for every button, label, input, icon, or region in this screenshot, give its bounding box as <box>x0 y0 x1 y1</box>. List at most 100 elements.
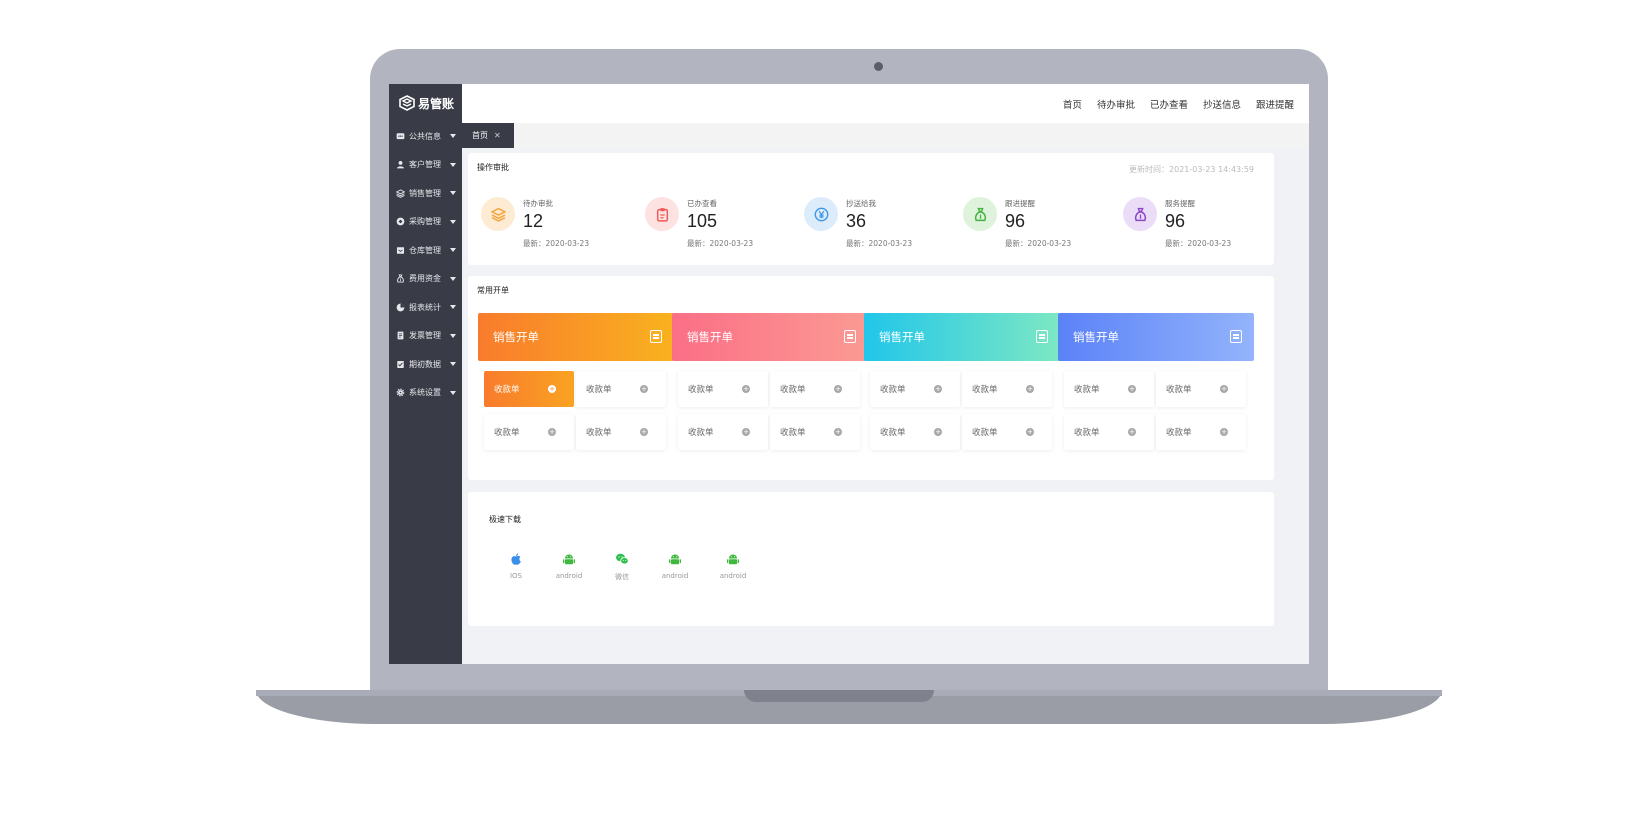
plus-icon[interactable]: + <box>742 428 750 436</box>
receipt-chip[interactable]: 收款单 + <box>962 414 1052 450</box>
approval-card: 操作审批 更新时间：2021-03-23 14:43:59 待办审批 12 最新：2… <box>468 153 1274 265</box>
receipt-chip[interactable]: 收款单 + <box>1064 371 1154 407</box>
plus-icon[interactable]: + <box>834 428 842 436</box>
app-name: 易管账 <box>418 96 455 111</box>
chevron-down-icon[interactable] <box>450 362 456 367</box>
plus-icon[interactable]: + <box>834 385 842 393</box>
receipt-chip[interactable]: 收款单 + <box>484 414 574 450</box>
topnav-follow-up[interactable]: 跟进提醒 <box>1255 99 1294 111</box>
receipt-chip-label: 收款单 <box>494 428 520 438</box>
sidebar-item-label: 客户管理 <box>409 160 441 170</box>
apple-icon <box>491 550 541 568</box>
sidebar-item-7[interactable]: 发票管理 <box>389 322 462 351</box>
sidebar-item-6[interactable]: 报表统计 <box>389 293 462 322</box>
sidebar-item-0[interactable]: 公共信息 <box>389 122 462 151</box>
chevron-down-icon[interactable] <box>450 390 456 395</box>
sidebar-item-4[interactable]: 仓库管理 <box>389 236 462 265</box>
stat-label: 待办审批 <box>523 199 553 208</box>
stat-item[interactable]: 抄送给我 36 最新：2020-03-23 <box>804 195 954 255</box>
plus-icon[interactable]: + <box>1026 385 1034 393</box>
receipt-chip[interactable]: 收款单 + <box>484 371 574 407</box>
download-label: IOS <box>509 572 523 580</box>
chevron-down-icon[interactable] <box>450 276 456 281</box>
update-time: 更新时间：2021-03-23 14:43:59 <box>1129 165 1254 174</box>
sidebar-item-9[interactable]: 系统设置 <box>389 379 462 408</box>
plus-icon[interactable]: + <box>1128 385 1136 393</box>
quick-order-button[interactable]: 销售开单 <box>1058 313 1254 361</box>
chevron-down-icon[interactable] <box>450 333 456 338</box>
download-label: android <box>719 572 747 580</box>
plus-icon[interactable]: + <box>640 385 648 393</box>
chevron-down-icon[interactable] <box>450 248 456 253</box>
chevron-down-icon[interactable] <box>450 162 456 167</box>
download-card: 极速下载 IOS android 微信 android android <box>468 492 1274 626</box>
plus-icon[interactable]: + <box>934 428 942 436</box>
topnav-home[interactable]: 首页 <box>1062 99 1082 111</box>
chevron-down-icon[interactable] <box>450 305 456 310</box>
stat-item[interactable]: 跟进提醒 96 最新：2020-03-23 <box>963 195 1113 255</box>
sidebar-item-5[interactable]: 费用资金 <box>389 265 462 294</box>
sidebar-item-label: 报表统计 <box>409 302 441 312</box>
receipt-chip[interactable]: 收款单 + <box>1156 371 1246 407</box>
money-bag-icon <box>1123 197 1157 231</box>
plus-icon[interactable]: + <box>548 385 556 393</box>
receipt-chip-label: 收款单 <box>1074 428 1100 438</box>
sidebar-menu: 公共信息客户管理销售管理采购管理仓库管理费用资金报表统计发票管理期初数据系统设置 <box>389 122 462 407</box>
plus-icon[interactable]: + <box>640 428 648 436</box>
receipt-chip[interactable]: 收款单 + <box>870 371 960 407</box>
app-logo[interactable]: 易管账 <box>389 84 462 122</box>
topnav-done-view[interactable]: 已办查看 <box>1149 99 1188 111</box>
gear-icon <box>396 388 405 397</box>
receipt-chip[interactable]: 收款单 + <box>1064 414 1154 450</box>
plus-icon[interactable]: + <box>1128 428 1136 436</box>
plus-icon[interactable]: + <box>1220 385 1228 393</box>
download-item[interactable]: 微信 <box>597 550 647 582</box>
tab-bar: 首页 ✕ <box>462 123 1309 148</box>
quick-order-button[interactable]: 销售开单 <box>864 313 1060 361</box>
download-item[interactable]: android <box>650 550 700 580</box>
sidebar-item-3[interactable]: 采购管理 <box>389 208 462 237</box>
stat-value: 12 <box>523 211 544 231</box>
plus-icon[interactable]: + <box>1026 428 1034 436</box>
receipt-chip[interactable]: 收款单 + <box>678 414 768 450</box>
android-icon <box>650 550 700 568</box>
receipt-chip[interactable]: 收款单 + <box>1156 414 1246 450</box>
receipt-chip[interactable]: 收款单 + <box>870 414 960 450</box>
quick-order-button[interactable]: 销售开单 <box>478 313 674 361</box>
download-label: android <box>661 572 689 580</box>
download-item[interactable]: android <box>708 550 758 580</box>
chevron-down-icon[interactable] <box>450 134 456 139</box>
chevron-down-icon[interactable] <box>450 191 456 196</box>
stat-item[interactable]: 待办审批 12 最新：2020-03-23 <box>481 195 631 255</box>
download-item[interactable]: android <box>544 550 594 580</box>
tab-home[interactable]: 首页 ✕ <box>462 123 514 148</box>
receipt-chip[interactable]: 收款单 + <box>576 414 666 450</box>
receipt-chip[interactable]: 收款单 + <box>770 371 860 407</box>
plus-icon[interactable]: + <box>548 428 556 436</box>
sidebar-item-label: 采购管理 <box>409 217 441 227</box>
sidebar-item-label: 仓库管理 <box>409 245 441 255</box>
stat-item[interactable]: 服务提醒 96 最新：2020-03-23 <box>1123 195 1273 255</box>
topnav-pending-approval[interactable]: 待办审批 <box>1096 99 1135 111</box>
download-item[interactable]: IOS <box>491 550 541 580</box>
camera-dot <box>874 62 883 71</box>
sidebar-item-1[interactable]: 客户管理 <box>389 151 462 180</box>
receipt-chip[interactable]: 收款单 + <box>576 371 666 407</box>
quick-order-button[interactable]: 销售开单 <box>672 313 868 361</box>
stat-item[interactable]: 已办查看 105 最新：2020-03-23 <box>645 195 795 255</box>
plus-icon[interactable]: + <box>742 385 750 393</box>
plus-icon[interactable]: + <box>1220 428 1228 436</box>
receipt-chip[interactable]: 收款单 + <box>770 414 860 450</box>
user-icon <box>396 160 405 169</box>
close-icon[interactable]: ✕ <box>494 131 501 140</box>
stat-date: 最新：2020-03-23 <box>523 239 590 248</box>
receipt-chip[interactable]: 收款单 + <box>678 371 768 407</box>
tab-label: 首页 <box>472 131 488 140</box>
receipt-chip[interactable]: 收款单 + <box>962 371 1052 407</box>
sidebar-item-8[interactable]: 期初数据 <box>389 350 462 379</box>
sidebar-item-label: 期初数据 <box>409 359 441 369</box>
sidebar-item-2[interactable]: 销售管理 <box>389 179 462 208</box>
plus-icon[interactable]: + <box>934 385 942 393</box>
topnav-cc-info[interactable]: 抄送信息 <box>1202 99 1241 111</box>
chevron-down-icon[interactable] <box>450 219 456 224</box>
